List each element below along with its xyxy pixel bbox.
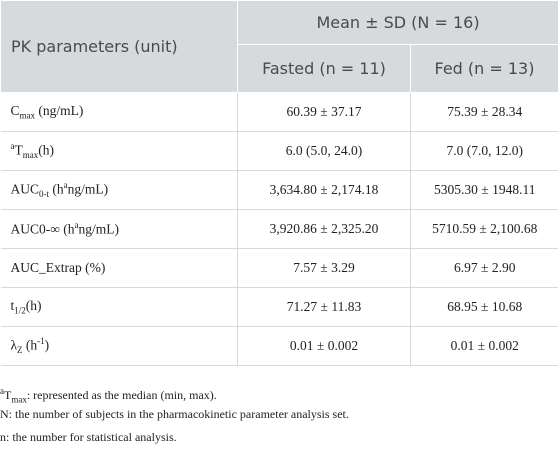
text-part: (h (49, 182, 64, 197)
text-part: (h (23, 338, 38, 353)
text-part: AUC0-∞ (h (11, 222, 75, 237)
pk-table: PK parameters (unit) Mean ± SD (N = 16) … (0, 0, 558, 366)
cell: 0.01 ± 0.002 (411, 327, 558, 366)
text-part: 1/2 (14, 306, 26, 316)
cell: 0.01 ± 0.002 (238, 327, 411, 366)
header-cell: PK parameters (unit) (1, 1, 238, 93)
text-part: ng/mL) (79, 222, 120, 237)
cell: 7.0 (7.0, 12.0) (411, 132, 558, 171)
row: aTmax(h)6.0 (5.0, 24.0)7.0 (7.0, 12.0) (1, 132, 558, 171)
cell: 3,920.86 ± 2,325.20 (238, 210, 411, 249)
row-label: Cmax (ng/mL) (1, 93, 238, 132)
text-part: AUC (11, 182, 40, 197)
header-group: Mean ± SD (N = 16) (238, 1, 558, 45)
text-part: 0-t (39, 190, 49, 200)
text-part: ) (45, 338, 50, 353)
text-part: N: the number of subjects in the pharmac… (0, 407, 349, 421)
text-part: T (15, 143, 23, 158)
text-part: max (23, 151, 39, 161)
cell: 7.57 ± 3.29 (238, 249, 411, 288)
cell: 6.97 ± 2.90 (411, 249, 558, 288)
text-part: max (20, 111, 36, 121)
text-part: C (11, 103, 20, 118)
cell: 71.27 ± 11.83 (238, 288, 411, 327)
row-label: t1/2(h) (1, 288, 238, 327)
footnote: aTmax: represented as the median (min, m… (0, 380, 558, 403)
row-label: AUC0-∞ (hang/mL) (1, 210, 238, 249)
cell: 68.95 ± 10.68 (411, 288, 558, 327)
page: PK parameters (unit) Mean ± SD (N = 16) … (0, 0, 558, 433)
text-part: n: the number for statistical analysis. (0, 430, 177, 444)
cell: 75.39 ± 28.34 (411, 93, 558, 132)
text-part: ng/mL) (68, 182, 109, 197)
row-label: aTmax(h) (1, 132, 238, 171)
row-label: AUC0-t (hang/mL) (1, 171, 238, 210)
text-part: AUC_Extrap (%) (11, 260, 106, 275)
text-part: (h) (38, 143, 54, 158)
text-part: (ng/mL) (35, 103, 83, 118)
footnote: n: the number for statistical analysis. (0, 426, 558, 449)
header-cell: Fasted (n = 11) (238, 45, 411, 93)
text-part: (h) (26, 298, 42, 313)
footnote: N: the number of subjects in the pharmac… (0, 403, 558, 426)
text-part: : represented as the median (min, max). (27, 388, 217, 402)
row-label: AUC_Extrap (%) (1, 249, 238, 288)
cell: 60.39 ± 37.17 (238, 93, 411, 132)
cell: 6.0 (5.0, 24.0) (238, 132, 411, 171)
header-cell: Fed (n = 13) (411, 45, 558, 93)
row-label: λZ (h-1) (1, 327, 238, 366)
cell: 5710.59 ± 2,100.68 (411, 210, 558, 249)
cell: 3,634.80 ± 2,174.18 (238, 171, 411, 210)
text-part: -1 (37, 336, 45, 346)
footnotes: aTmax: represented as the median (min, m… (0, 380, 558, 449)
cell: 5305.30 ± 1948.11 (411, 171, 558, 210)
